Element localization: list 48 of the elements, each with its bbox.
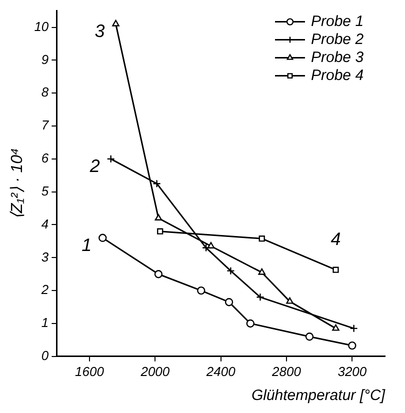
point — [350, 324, 358, 333]
point — [207, 242, 215, 248]
point — [348, 341, 356, 350]
point — [154, 214, 162, 221]
legend-label: Probe 3 — [311, 48, 364, 66]
y-tick-label: 7 — [41, 118, 50, 133]
y-tick-label: 10 — [34, 18, 50, 34]
y-tick-label: 5 — [41, 183, 50, 198]
point — [197, 286, 206, 295]
legend-label: Probe 2 — [311, 30, 364, 48]
point — [258, 235, 265, 242]
y-tick-label: 9 — [41, 52, 49, 67]
annotation: 1 — [82, 234, 92, 255]
x-axis-title: Glühtemperatur [°C] — [251, 387, 386, 404]
point — [154, 270, 163, 278]
annotation: 4 — [330, 228, 341, 249]
point — [224, 298, 234, 306]
point — [226, 266, 235, 275]
point — [332, 324, 340, 331]
point — [258, 268, 266, 275]
point — [332, 266, 339, 273]
legend-label: Probe 4 — [311, 66, 364, 84]
point — [256, 293, 264, 302]
y-axis-title: ⟨Z₁²⟩ · 10⁴ — [9, 148, 26, 220]
point — [152, 180, 161, 188]
x-tick-label: 2000 — [140, 364, 170, 379]
y-tick-label: 4 — [41, 216, 49, 232]
point — [106, 154, 115, 164]
annotation: 3 — [94, 20, 105, 41]
y-tick-label: 6 — [41, 150, 50, 166]
y-tick-label: 2 — [40, 282, 50, 298]
point — [157, 228, 164, 234]
y-tick-label: 1 — [41, 315, 49, 330]
point — [98, 234, 107, 242]
point — [112, 20, 120, 26]
x-tick-label: 2800 — [271, 364, 302, 379]
annotation: 2 — [88, 156, 100, 176]
point — [202, 244, 210, 252]
y-tick-label: 8 — [41, 84, 50, 100]
x-tick-label: 3200 — [338, 364, 368, 379]
x-tick-label: 2400 — [205, 364, 236, 379]
x-tick-label: 1600 — [75, 364, 105, 379]
point — [246, 319, 254, 328]
legend-label: Probe 1 — [311, 12, 364, 30]
point — [305, 332, 314, 341]
point — [286, 297, 294, 304]
y-tick-label: 0 — [41, 348, 50, 364]
y-tick-label: 3 — [41, 249, 50, 264]
